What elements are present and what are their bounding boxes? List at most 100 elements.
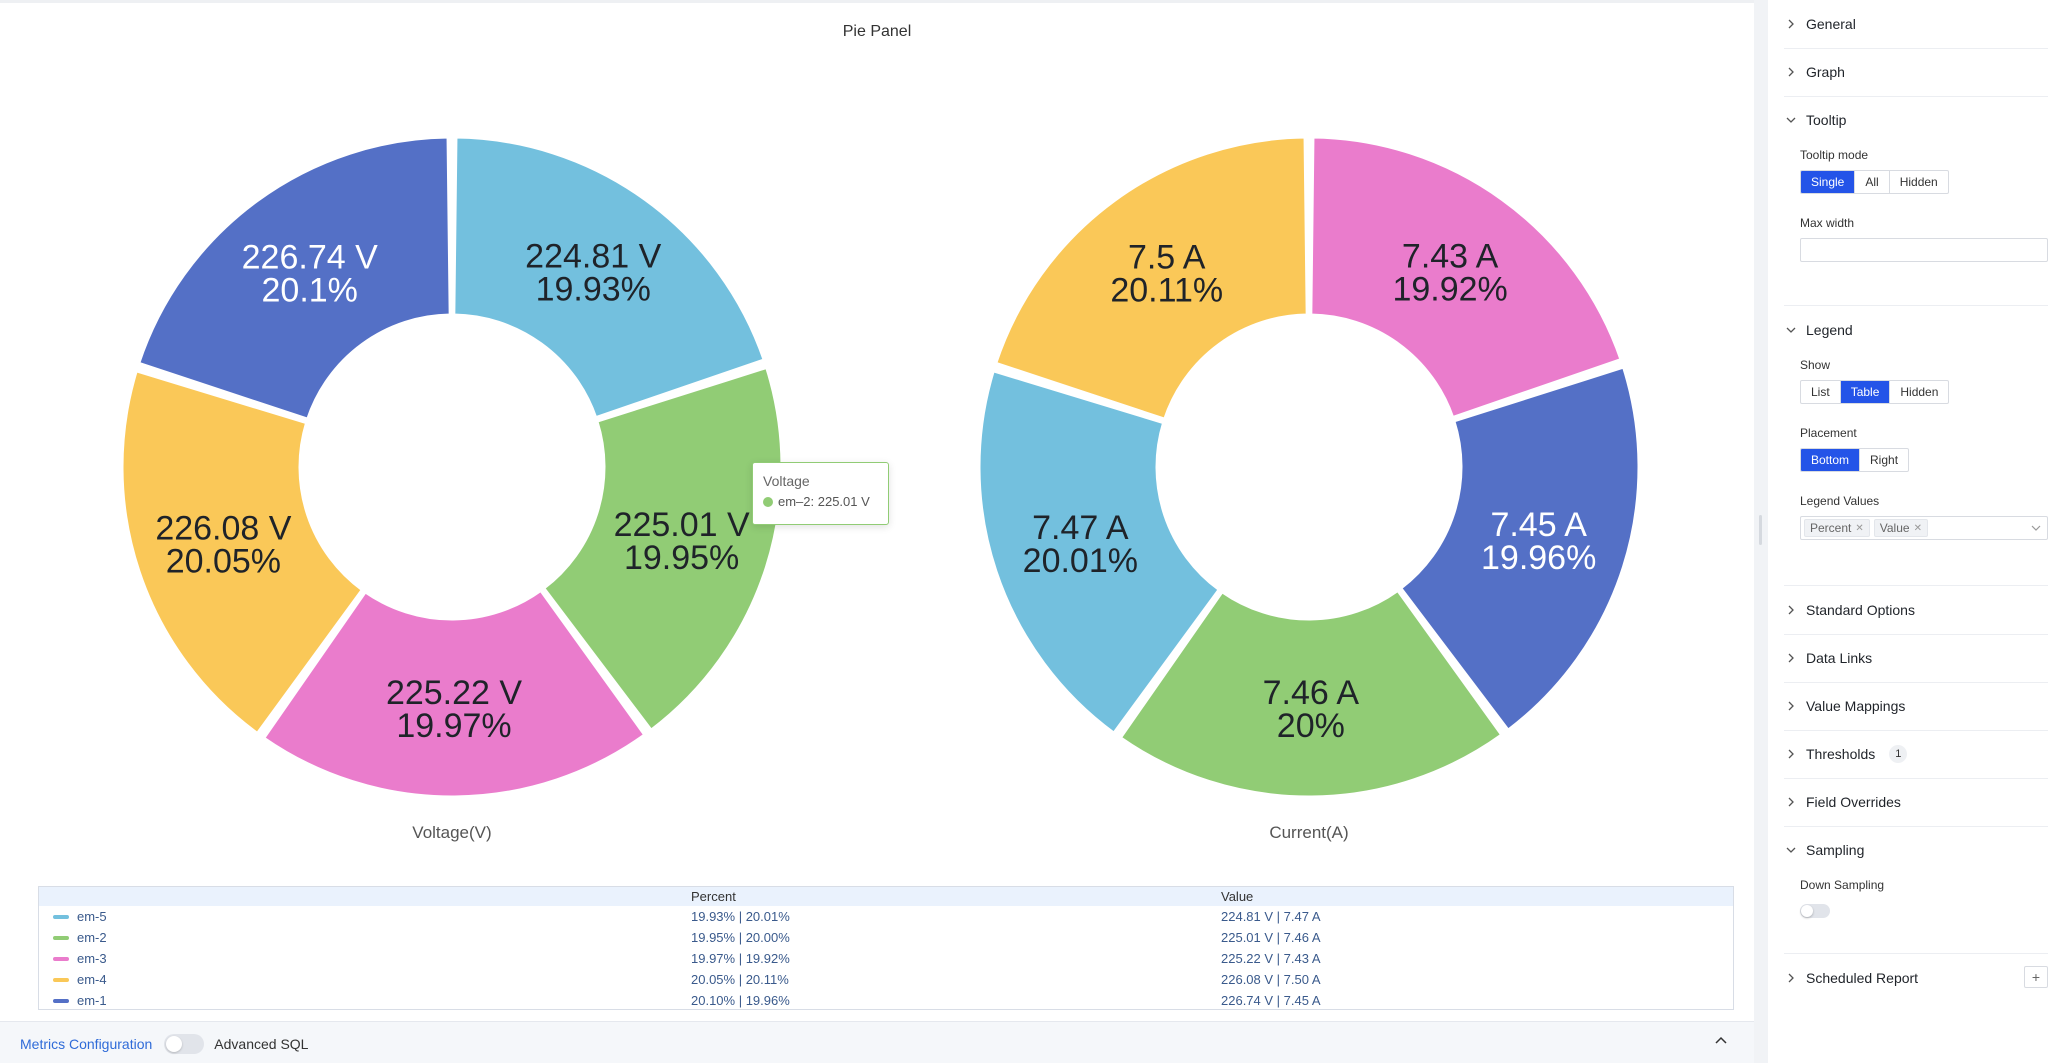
options-sidebar: General Graph Tooltip Tooltip mode Singl…: [1768, 0, 2068, 1063]
legend-placement-option-bottom[interactable]: Bottom: [1801, 449, 1861, 471]
chevron-right-icon: [1788, 67, 1794, 77]
metrics-configuration-tab[interactable]: Metrics Configuration: [20, 1036, 153, 1052]
section-sampling-label: Sampling: [1806, 842, 1865, 858]
tooltip-mode-option-single[interactable]: Single: [1801, 171, 1856, 193]
pie-charts: 224.81 V19.93%225.01 V19.95%225.22 V19.9…: [120, 135, 1641, 842]
legend-placement-selector: Bottom Right: [1800, 448, 1910, 472]
legend-series-label: em-5: [77, 909, 107, 924]
panel-main: Pie Panel 224.81 V 19.93% 225.01 V 19.95% 22…: [0, 0, 1754, 1063]
legend-row[interactable]: em-1 20.10% | 19.96% 226.74 V | 7.45 A: [39, 990, 1733, 1011]
legend-placement-option-right[interactable]: Right: [1870, 453, 1899, 467]
legend-percent-cell: 20.05% | 20.11%: [691, 972, 789, 987]
section-field-overrides[interactable]: Field Overrides: [1784, 778, 2048, 827]
slice-value-label: 7.5 A: [1128, 238, 1206, 276]
tooltip-mode-option-all[interactable]: All: [1855, 171, 1890, 193]
thresholds-count-badge: 1: [1889, 745, 1908, 763]
slice-value-label: 7.46 A: [1263, 674, 1360, 712]
pie-slice-em-5[interactable]: [977, 369, 1221, 735]
legend-values-select[interactable]: Percent ✕ Value ✕: [1800, 516, 2048, 540]
legend-series-label: em-3: [77, 951, 107, 966]
legend-value-tag-label: Percent: [1810, 521, 1852, 535]
panel-title: Pie Panel: [842, 23, 912, 40]
splitter-grip-icon[interactable]: [1759, 515, 1762, 545]
legend-series-name: em-5: [39, 909, 691, 924]
section-field-overrides-label: Field Overrides: [1806, 794, 1901, 810]
legend-values-label: Legend Values: [1800, 494, 1880, 508]
legend-show-option-hidden[interactable]: Hidden: [1900, 385, 1939, 399]
section-thresholds[interactable]: Thresholds 1: [1784, 730, 2048, 779]
slice-value-label: 224.81 V: [525, 238, 661, 276]
slice-percent-label: 19.92%: [1392, 271, 1507, 309]
legend-show-option-table[interactable]: Table: [1840, 381, 1891, 403]
legend-header-percent[interactable]: Percent: [691, 889, 736, 904]
close-icon[interactable]: ✕: [1855, 522, 1864, 534]
section-value-mappings[interactable]: Value Mappings: [1784, 682, 2048, 731]
slice-percent-label: 20.11%: [1110, 271, 1223, 309]
close-icon[interactable]: ✕: [1913, 522, 1922, 534]
pie-slice-em-4[interactable]: [120, 369, 364, 735]
max-width-input[interactable]: [1800, 238, 2048, 262]
legend-row[interactable]: em-2 19.95% | 20.00% 225.01 V | 7.46 A: [39, 927, 1733, 948]
pie-slice-em-2[interactable]: [1118, 588, 1504, 799]
slice-value-label: 225.01 V: [614, 506, 750, 544]
down-sampling-label: Down Sampling: [1800, 878, 1885, 892]
section-general[interactable]: General: [1784, 0, 2048, 49]
chart-tooltip: Voltage em–2: 225.01 V: [752, 462, 889, 525]
chevron-right-icon: [1788, 749, 1794, 759]
section-tooltip-header[interactable]: Tooltip: [1784, 96, 2048, 144]
legend-row[interactable]: em-3 19.97% | 19.92% 225.22 V | 7.43 A: [39, 948, 1733, 969]
advanced-sql-toggle[interactable]: [164, 1034, 205, 1054]
legend-percent-cell: 19.97% | 19.92%: [691, 951, 790, 966]
section-graph[interactable]: Graph: [1784, 48, 2048, 97]
pie-slice-em-5[interactable]: [452, 135, 766, 420]
section-data-links-label: Data Links: [1806, 650, 1873, 666]
panel-splitter[interactable]: [1754, 0, 1768, 1063]
bottom-bar: Metrics Configuration Advanced SQL: [0, 1021, 1754, 1063]
chevron-right-icon: [1788, 797, 1794, 807]
chevron-right-icon: [1788, 605, 1794, 615]
slice-percent-label: 19.97%: [396, 707, 511, 745]
pie-slice-em-1[interactable]: [1399, 365, 1641, 732]
chevron-up-icon[interactable]: [1714, 1034, 1728, 1048]
section-standard-options-label: Standard Options: [1806, 602, 1915, 618]
section-scheduled-report-label: Scheduled Report: [1806, 970, 1919, 986]
chevron-down-icon: [1786, 847, 1796, 853]
pie-slice-em-3[interactable]: [1309, 135, 1623, 420]
tooltip-series-dot: [763, 496, 773, 507]
section-legend-label: Legend: [1806, 322, 1853, 338]
legend-row[interactable]: em-5 19.93% | 20.01% 224.81 V | 7.47 A: [39, 906, 1733, 927]
legend-show-selector: List Table Hidden: [1800, 380, 1950, 404]
legend-show-option-list[interactable]: List: [1801, 381, 1841, 403]
chevron-right-icon: [1788, 19, 1794, 29]
section-sampling-header[interactable]: Sampling: [1784, 826, 2048, 874]
legend-value-cell: 226.74 V | 7.45 A: [1221, 993, 1321, 1008]
tooltip-mode-label: Tooltip mode: [1800, 148, 1869, 162]
add-scheduled-report-button[interactable]: +: [2024, 966, 2048, 988]
legend-header-value[interactable]: Value: [1221, 889, 1254, 904]
legend-table-header: Percent Value: [39, 887, 1733, 906]
section-graph-label: Graph: [1806, 64, 1845, 80]
tooltip-text: em–2: 225.01 V: [778, 494, 870, 509]
legend-row[interactable]: em-4 20.05% | 20.11% 226.08 V | 7.50 A: [39, 969, 1733, 990]
slice-percent-label: 20.01%: [1023, 542, 1138, 580]
section-data-links[interactable]: Data Links: [1784, 634, 2048, 683]
pie-slice-em-3[interactable]: [262, 588, 647, 799]
slice-percent-label: 20.1%: [262, 271, 358, 309]
down-sampling-toggle[interactable]: [1800, 904, 1830, 918]
chart-title: Voltage(V): [412, 823, 491, 842]
section-legend: Legend Show List Table Hidden Placement Bo…: [1784, 306, 2048, 586]
pie-slice-em-1[interactable]: [137, 135, 452, 421]
legend-percent-cell: 20.10% | 19.96%: [691, 993, 790, 1008]
section-standard-options[interactable]: Standard Options: [1784, 586, 2048, 635]
chart-title: Current(A): [1269, 823, 1348, 842]
section-scheduled-report[interactable]: Scheduled Report +: [1784, 954, 2048, 1002]
pie-slice-em-4[interactable]: [994, 135, 1309, 421]
legend-value-cell: 224.81 V | 7.47 A: [1221, 909, 1321, 924]
slice-value-label: 225.22 V: [386, 674, 522, 712]
section-legend-header[interactable]: Legend: [1784, 306, 2048, 354]
legend-show-label: Show: [1800, 358, 1831, 372]
legend-swatch-icon: [53, 977, 69, 982]
slice-value-label: 7.45 A: [1490, 506, 1587, 544]
tooltip-mode-option-hidden[interactable]: Hidden: [1899, 175, 1938, 189]
legend-value-cell: 225.22 V | 7.43 A: [1221, 951, 1321, 966]
